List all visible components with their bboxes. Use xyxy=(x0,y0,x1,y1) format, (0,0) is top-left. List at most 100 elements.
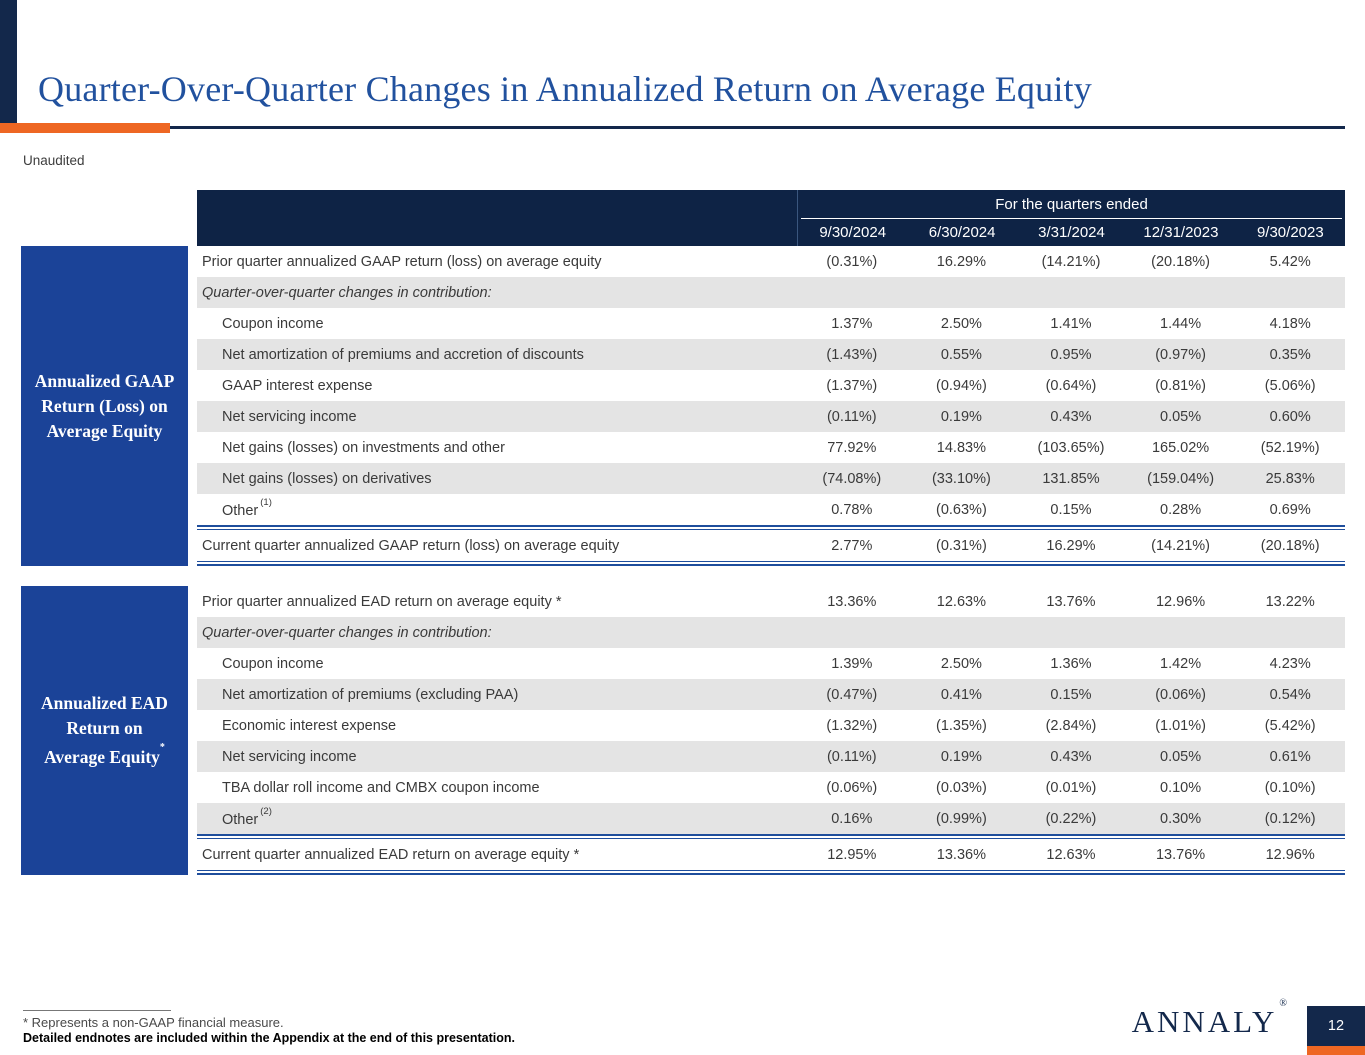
row-label-superscript: (1) xyxy=(260,496,272,508)
annaly-logo-text: ANNALY xyxy=(1131,1004,1278,1039)
cell-value: (0.22%) xyxy=(1045,810,1097,827)
table-date-header-row: 9/30/2024 6/30/2024 3/31/2024 12/31/2023 9/3… xyxy=(798,219,1345,246)
cell-value: (0.81%) xyxy=(1155,377,1206,394)
cell-value: 1.44% xyxy=(1160,315,1202,332)
cell-value: 0.69% xyxy=(1269,501,1311,518)
row-label: Current quarter annualized GAAP return (… xyxy=(202,537,620,554)
table-row: Economic interest expense (1.32%) (1.35%) (… xyxy=(197,710,1345,741)
row-label: Current quarter annualized EAD return on… xyxy=(202,846,580,863)
cell-value: (0.64%) xyxy=(1045,377,1097,394)
cell-value: (0.94%) xyxy=(936,377,987,394)
cell-value: 1.39% xyxy=(831,655,873,672)
cell-value: (0.03%) xyxy=(936,779,987,796)
row-label: Coupon income xyxy=(222,655,324,672)
row-label: GAAP interest expense xyxy=(222,377,373,394)
cell-value: 0.10% xyxy=(1160,779,1202,796)
cell-value: (0.06%) xyxy=(826,779,878,796)
cell-value: (14.21%) xyxy=(1151,537,1210,554)
cell-value: 13.36% xyxy=(827,593,877,610)
row-label: Prior quarter annualized EAD return on a… xyxy=(202,593,562,610)
cell-value: 13.36% xyxy=(936,846,986,863)
table-row: Net gains (losses) on investments and ot… xyxy=(197,432,1345,463)
row-label: Net servicing income xyxy=(222,748,357,765)
section-side-label: Annualized EAD Return on Average Equity* xyxy=(21,586,188,875)
table-row: Net servicing income (0.11%) 0.19% 0.43% 0.0… xyxy=(197,741,1345,772)
cell-value: (52.19%) xyxy=(1260,439,1320,456)
cell-value: 0.19% xyxy=(940,408,982,425)
cell-value: 13.22% xyxy=(1265,593,1315,610)
cell-value: 4.23% xyxy=(1269,655,1311,672)
table-row: GAAP interest expense (1.37%) (0.94%) (0.64… xyxy=(197,370,1345,401)
cell-value: 0.16% xyxy=(831,810,873,827)
cell-value: (14.21%) xyxy=(1041,253,1101,270)
cell-value: 2.77% xyxy=(831,537,873,554)
table-sections: Annualized GAAP Return (Loss) on Average E… xyxy=(21,246,1345,875)
cell-value: (20.18%) xyxy=(1260,537,1320,554)
table-row: Net gains (losses) on derivatives (74.08%… xyxy=(197,463,1345,494)
table-row: Other(2) 0.16% (0.99%) (0.22%) 0.30% (0.12%) xyxy=(197,803,1345,834)
cell-value: 0.54% xyxy=(1269,686,1311,703)
row-label: Prior quarter annualized GAAP return (lo… xyxy=(202,253,602,270)
cell-value: 12.63% xyxy=(936,593,986,610)
cell-value: (103.65%) xyxy=(1037,439,1105,456)
cell-value: 5.42% xyxy=(1269,253,1311,270)
cell-value: 12.96% xyxy=(1265,846,1315,863)
cell-value: 165.02% xyxy=(1151,439,1210,456)
column-header: 9/30/2023 xyxy=(1256,224,1324,241)
cell-value: (1.01%) xyxy=(1155,717,1206,734)
cell-value: 77.92% xyxy=(827,439,877,456)
table-header: For the quarters ended 9/30/2024 6/30/202… xyxy=(197,190,1345,246)
side-label-superscript: * xyxy=(159,742,165,754)
total-row-rule xyxy=(197,834,1345,839)
cell-value: (33.10%) xyxy=(931,470,991,487)
unaudited-label: Unaudited xyxy=(23,153,85,168)
cell-value: 16.29% xyxy=(1046,537,1096,554)
cell-value: 12.96% xyxy=(1155,593,1206,610)
table-row: Net servicing income (0.11%) 0.19% 0.43% 0.0… xyxy=(197,401,1345,432)
cell-value: 13.76% xyxy=(1155,846,1206,863)
page-number-box: 12 xyxy=(1307,1006,1365,1055)
cell-value: 0.30% xyxy=(1160,810,1202,827)
row-label: Coupon income xyxy=(222,315,324,332)
cell-value: 4.18% xyxy=(1269,315,1311,332)
cell-value: 16.29% xyxy=(936,253,986,270)
table-row: Net amortization of premiums (excluding … xyxy=(197,679,1345,710)
cell-value: 131.85% xyxy=(1042,470,1100,487)
cell-value: (5.42%) xyxy=(1264,717,1316,734)
cell-value: (159.04%) xyxy=(1147,470,1215,487)
cell-value: 12.95% xyxy=(827,846,877,863)
column-header: 3/31/2024 xyxy=(1038,224,1105,241)
cell-value: 0.15% xyxy=(1050,686,1092,703)
page-title: Quarter-Over-Quarter Changes in Annualiz… xyxy=(38,69,1092,109)
cell-value: (5.06%) xyxy=(1264,377,1316,394)
total-row-rule xyxy=(197,870,1345,875)
cell-value: 0.41% xyxy=(940,686,982,703)
cell-value: (1.43%) xyxy=(826,346,878,363)
column-header: 9/30/2024 xyxy=(819,224,887,241)
cell-value: 1.37% xyxy=(831,315,873,332)
cell-value: (1.32%) xyxy=(826,717,878,734)
cell-value: 0.78% xyxy=(831,501,873,518)
cell-value: 0.95% xyxy=(1050,346,1092,363)
cell-value: 0.43% xyxy=(1050,748,1092,765)
section-side-label-line: Average Equity xyxy=(46,420,163,441)
cell-value: 1.41% xyxy=(1050,315,1092,332)
cell-value: (1.37%) xyxy=(826,377,878,394)
title-underline-navy xyxy=(170,126,1345,129)
section-side-label-line: Annualized GAAP xyxy=(34,370,175,391)
cell-value: 0.35% xyxy=(1269,346,1311,363)
cell-value: 14.83% xyxy=(936,439,986,456)
cell-value: (0.11%) xyxy=(826,748,877,765)
table-row: TBA dollar roll income and CMBX coupon i… xyxy=(197,772,1345,803)
cell-value: 0.05% xyxy=(1160,408,1202,425)
table-row: Quarter-over-quarter changes in contribu… xyxy=(197,277,1345,308)
row-label: Net gains (losses) on derivatives xyxy=(222,470,432,487)
cell-value: 13.76% xyxy=(1046,593,1096,610)
footnote-non-gaap: * Represents a non-GAAP financial measur… xyxy=(23,1015,284,1030)
title-underline-orange xyxy=(0,123,170,133)
section-side-label-line: Annualized EAD xyxy=(41,693,168,714)
row-label: Net amortization of premiums and accreti… xyxy=(222,346,584,363)
cell-value: 1.36% xyxy=(1050,655,1092,672)
cell-value: 2.50% xyxy=(940,315,982,332)
cell-value: (0.97%) xyxy=(1155,346,1206,363)
